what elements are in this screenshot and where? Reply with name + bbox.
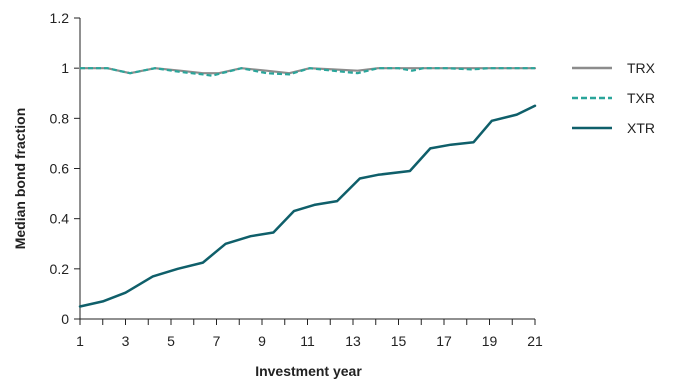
y-tick-label: 1: [61, 60, 69, 76]
y-tick-label: 0.8: [50, 110, 70, 126]
x-ticks: 1 3 5 7 9 11 13 15 17 19 21: [76, 319, 543, 349]
legend-label-trx: TRX: [627, 60, 656, 76]
y-axis-label: Median bond fraction: [12, 108, 28, 250]
y-tick-label: 0.4: [50, 211, 70, 227]
legend-label-xtr: XTR: [627, 120, 655, 136]
x-tick-label: 7: [213, 333, 221, 349]
x-tick-label: 3: [122, 333, 130, 349]
series-layer: [78, 67, 537, 308]
x-tick-label: 21: [527, 333, 543, 349]
x-tick-label: 13: [345, 333, 361, 349]
axes: [79, 18, 535, 320]
x-tick-label: 17: [436, 333, 452, 349]
x-tick-label: 11: [300, 333, 315, 349]
x-tick-label: 15: [391, 333, 407, 349]
legend-label-txr: TXR: [627, 90, 655, 106]
x-tick-label: 9: [258, 333, 266, 349]
y-tick-label: 0.6: [50, 161, 70, 177]
x-tick-label: 1: [76, 333, 84, 349]
y-tick-label: 1.2: [50, 10, 70, 26]
series-line-txr: [80, 67, 535, 77]
y-ticks: 0 0.2 0.4 0.6 0.8 1 1.2: [50, 10, 80, 327]
y-tick-label: 0: [61, 311, 69, 327]
x-tick-label: 19: [482, 333, 498, 349]
y-tick-label: 0.2: [50, 261, 70, 277]
legend: TRX TXR XTR: [572, 60, 656, 136]
series-line-xtr: [78, 104, 537, 308]
x-tick-label: 5: [167, 333, 175, 349]
x-axis-label: Investment year: [255, 363, 362, 379]
